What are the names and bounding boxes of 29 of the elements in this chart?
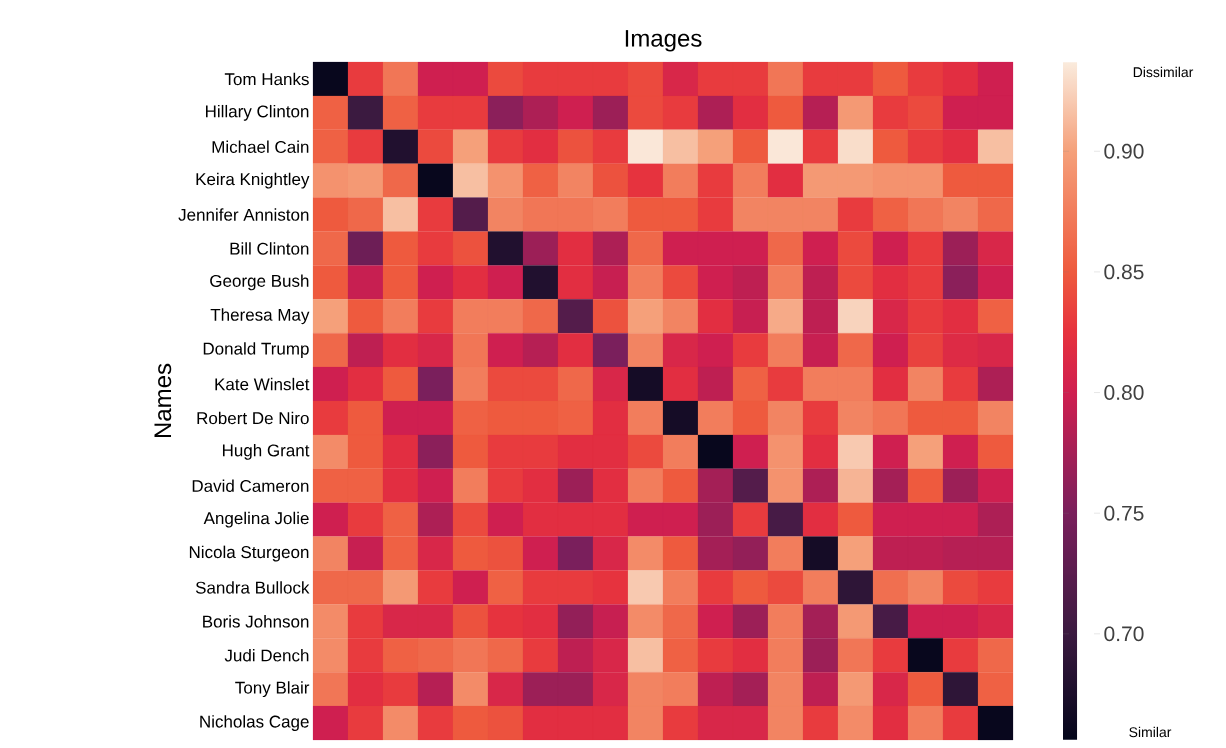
x-axis-title: Images	[625, 30, 702, 52]
y-tick-label: Nicholas Cage	[200, 715, 309, 731]
y-tick-label: Hugh Grant	[222, 443, 310, 460]
color-bar-label: 0.90	[1104, 143, 1144, 159]
y-tick-label: George Bush	[210, 274, 309, 291]
color-bar-label: 0.85	[1104, 264, 1144, 280]
y-tick-label: Donald Trump	[203, 342, 309, 359]
text: Similar	[1129, 726, 1172, 738]
y-tick-label: Bill Clinton	[230, 242, 309, 255]
y-tick-label: Theresa May	[210, 308, 310, 325]
y-tick-label: Robert De Niro	[197, 411, 309, 425]
y-axis-title: Names	[154, 363, 172, 438]
y-tick-label: Michael Cain	[212, 140, 309, 153]
y-tick-label: Tony Blair	[235, 681, 310, 698]
y-tick-label: Nicola Sturgeon	[189, 545, 309, 562]
y-tick-label: Jennifer Anniston	[178, 208, 309, 221]
y-tick-label: Sandra Bullock	[195, 581, 310, 594]
color-bar-label: 0.75	[1104, 505, 1144, 521]
y-tick-label: David Cameron	[192, 479, 309, 493]
color-bar-label: 0.70	[1104, 626, 1144, 642]
color-bar-label: 0.80	[1104, 385, 1144, 400]
y-tick-label: Keira Knightley	[196, 172, 310, 189]
y-tick-label: Boris Johnson	[203, 615, 309, 628]
y-tick-label: Judi Dench	[224, 649, 309, 662]
y-tick-label: Angelina Jolie	[203, 511, 309, 528]
y-tick-label: Kate Winslet	[215, 377, 310, 391]
y-tick-label: Tom Hanks	[224, 72, 309, 86]
y-tick-label: Hillary Clinton	[206, 104, 309, 121]
text: Dissimilar	[1133, 66, 1194, 78]
